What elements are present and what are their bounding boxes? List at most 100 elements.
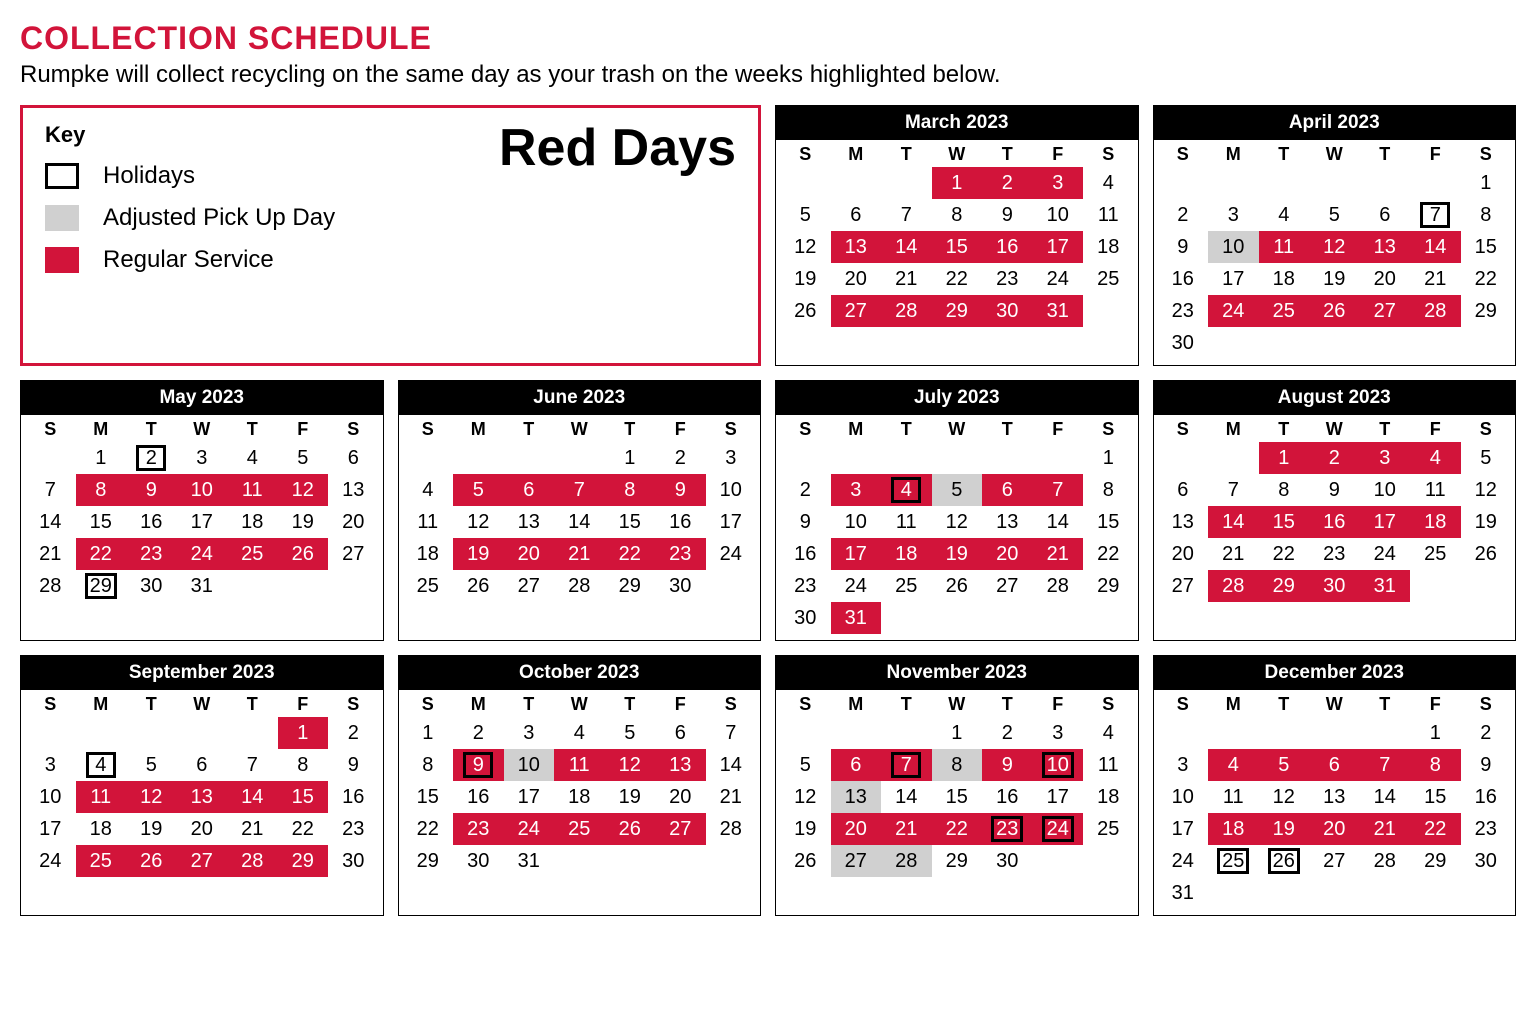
day-empty [1360,167,1411,199]
day-cell: 24 [1033,263,1084,295]
day-cell: 11 [1208,781,1259,813]
dow-label: T [982,417,1033,442]
day-cell: 23 [126,538,177,570]
day-cell: 28 [1208,570,1259,602]
day-empty [126,717,177,749]
day-cell: 2 [655,442,706,474]
month-header: October 2023 [399,656,761,690]
day-cell: 12 [780,781,831,813]
dow-label: T [1259,417,1310,442]
legend-label: Adjusted Pick Up Day [103,204,335,232]
day-cell: 3 [1033,167,1084,199]
day-cell: 22 [932,263,983,295]
day-cell: 12 [1461,474,1512,506]
day-cell: 14 [1410,231,1461,263]
day-cell: 4 [1083,167,1134,199]
day-cell: 23 [328,813,379,845]
day-cell: 24 [25,845,76,877]
day-cell: 17 [177,506,228,538]
day-cell: 8 [1461,199,1512,231]
day-cell: 2 [1461,717,1512,749]
day-cell: 21 [1410,263,1461,295]
dow-label: S [403,692,454,717]
month-april-2023: April 2023SMTWTFS12345678910111213141516… [1153,105,1517,366]
day-empty [1208,877,1259,909]
day-cell: 6 [1360,199,1411,231]
day-cell: 15 [1410,781,1461,813]
day-cell: 3 [706,442,757,474]
day-empty [1033,442,1084,474]
day-cell: 19 [780,263,831,295]
day-cell: 26 [1259,845,1310,877]
day-cell: 16 [982,781,1033,813]
day-cell: 10 [1208,231,1259,263]
day-cell: 13 [982,506,1033,538]
day-cell: 8 [1410,749,1461,781]
day-cell: 30 [655,570,706,602]
day-cell: 20 [328,506,379,538]
day-cell: 19 [126,813,177,845]
day-empty [1208,717,1259,749]
day-cell: 15 [1083,506,1134,538]
day-cell: 24 [1158,845,1209,877]
month-december-2023: December 2023SMTWTFS12345678910111213141… [1153,655,1517,916]
day-cell: 26 [1461,538,1512,570]
day-empty [453,442,504,474]
day-cell: 6 [328,442,379,474]
day-cell: 29 [1083,570,1134,602]
day-cell: 25 [1410,538,1461,570]
day-cell: 8 [403,749,454,781]
day-empty [1360,327,1411,359]
day-cell: 19 [780,813,831,845]
day-empty [881,167,932,199]
dow-label: S [1158,417,1209,442]
day-empty [1461,570,1512,602]
day-cell: 17 [1158,813,1209,845]
day-cell: 21 [554,538,605,570]
day-empty [831,717,882,749]
day-cell: 4 [554,717,605,749]
legend-swatch-holiday [45,163,79,189]
day-cell: 19 [932,538,983,570]
day-cell: 1 [76,442,127,474]
day-cell: 23 [1309,538,1360,570]
day-cell: 8 [278,749,329,781]
day-cell: 26 [453,570,504,602]
day-cell: 28 [554,570,605,602]
day-cell: 9 [982,749,1033,781]
day-empty [76,717,127,749]
dow-label: F [655,692,706,717]
day-cell: 6 [982,474,1033,506]
day-cell: 27 [177,845,228,877]
day-cell: 2 [126,442,177,474]
day-cell: 1 [1461,167,1512,199]
day-empty [881,602,932,634]
day-cell: 22 [932,813,983,845]
day-cell: 11 [1083,749,1134,781]
day-cell: 29 [605,570,656,602]
day-cell: 7 [706,717,757,749]
day-cell: 5 [932,474,983,506]
day-cell: 7 [881,199,932,231]
dow-label: M [831,417,882,442]
month-header: April 2023 [1154,106,1516,140]
day-empty [780,442,831,474]
day-cell: 14 [227,781,278,813]
day-cell: 4 [1259,199,1310,231]
dow-label: F [1033,142,1084,167]
month-header: August 2023 [1154,381,1516,415]
day-cell: 27 [1309,845,1360,877]
day-cell: 29 [1410,845,1461,877]
dow-label: T [982,142,1033,167]
dow-label: T [1259,142,1310,167]
dow-label: F [1410,142,1461,167]
day-cell: 3 [1158,749,1209,781]
day-cell: 31 [177,570,228,602]
day-cell: 20 [504,538,555,570]
day-cell: 8 [932,749,983,781]
day-cell: 8 [1083,474,1134,506]
day-empty [554,845,605,877]
day-empty [1309,717,1360,749]
legend-swatch-regular [45,247,79,273]
day-cell: 22 [605,538,656,570]
